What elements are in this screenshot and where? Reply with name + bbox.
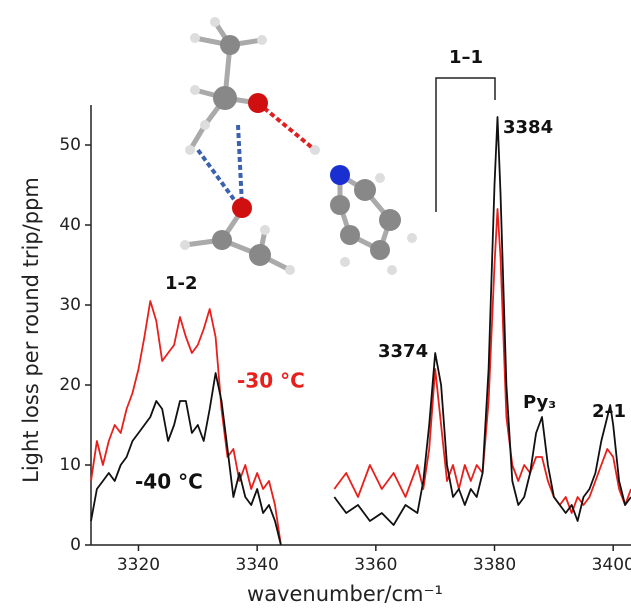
y-tick-label: 30	[59, 295, 81, 315]
y-tick-label: 50	[59, 135, 81, 155]
y-tick-label: 20	[59, 375, 81, 395]
legend-label: -40 °C	[135, 470, 203, 494]
y-tick-label: 0	[70, 535, 81, 555]
series-line	[90, 116, 631, 546]
annotation: 1-2	[165, 273, 198, 294]
y-tick-label: 40	[59, 215, 81, 235]
annotation: Py₃	[523, 392, 556, 413]
y-axis-label: Light loss per round trip/ppm	[19, 177, 43, 483]
x-tick-label: 3320	[117, 555, 160, 575]
peak-bracket	[435, 77, 496, 212]
x-tick-label: 3360	[354, 555, 397, 575]
legend-label: -30 °C	[237, 369, 305, 393]
annotation: 3384	[503, 117, 553, 138]
y-tick-label: 10	[59, 455, 81, 475]
annotation: 1–1	[449, 47, 483, 68]
x-tick-label: 3380	[473, 555, 516, 575]
series-line	[90, 208, 631, 546]
x-tick-label: 3340	[236, 555, 279, 575]
annotation: 3374	[378, 341, 428, 362]
x-tick-label: 3400	[592, 555, 631, 575]
x-axis-label: wavenumber/cm⁻¹	[247, 582, 443, 606]
molecule-inset	[180, 17, 417, 275]
